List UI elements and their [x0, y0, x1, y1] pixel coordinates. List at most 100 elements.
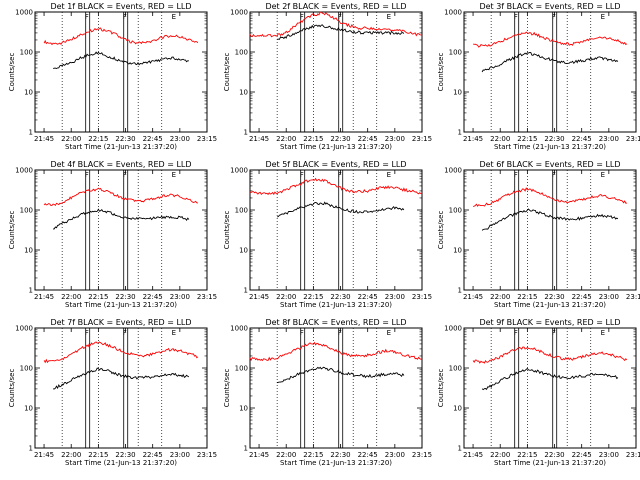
events-series-line — [53, 208, 190, 230]
x-tick-label: 22:30 — [115, 135, 135, 143]
flag-marker-label: F — [514, 171, 518, 179]
y-axis-label: Counts/sec — [437, 211, 445, 250]
panel: Det 9f BLACK = Events, RED = LLD 1 10 100 10… — [437, 318, 640, 467]
y-tick-label: 100 — [20, 365, 33, 373]
x-tick-label: 23:15 — [197, 135, 217, 143]
flag-marker-label: F — [552, 171, 556, 179]
y-tick-label: 1 — [29, 287, 33, 295]
y-axis-label: Counts/sec — [8, 211, 16, 250]
y-tick-label: 1000 — [230, 9, 248, 17]
panel: Det 4f BLACK = Events, RED = LLD 1 10 100 10… — [8, 160, 217, 309]
events-series-line — [277, 366, 405, 384]
flag-marker-label: E — [172, 13, 176, 21]
x-axis-label: Start Time (21-Jun-13 21:37:20) — [65, 459, 177, 467]
flag-marker-label: F — [300, 171, 304, 179]
x-tick-label: 22:15 — [88, 293, 108, 301]
panel-title: Det 4f BLACK = Events, RED = LLD — [50, 160, 191, 169]
plot-frame — [249, 11, 423, 133]
flag-marker-label: F — [552, 329, 556, 337]
x-tick-label: 22:00 — [61, 293, 81, 301]
flag-marker-label: F — [123, 171, 127, 179]
y-tick-label: 1 — [29, 129, 33, 137]
x-tick-label: 22:45 — [143, 135, 163, 143]
x-tick-label: 21:45 — [463, 135, 483, 143]
x-tick-label: 22:45 — [143, 293, 163, 301]
x-tick-label: 23:00 — [385, 451, 405, 459]
y-axis-label: Counts/sec — [437, 53, 445, 92]
x-tick-label: 22:15 — [303, 135, 323, 143]
x-tick-label: 21:45 — [463, 451, 483, 459]
x-tick-label: 21:45 — [34, 451, 54, 459]
y-tick-label: 1000 — [444, 167, 462, 175]
x-axis-label: Start Time (21-Jun-13 21:37:20) — [494, 143, 606, 151]
x-tick-label: 23:00 — [385, 135, 405, 143]
plot-frame — [463, 11, 637, 133]
y-tick-label: 10 — [239, 89, 248, 97]
x-axis-label: Start Time (21-Jun-13 21:37:20) — [280, 301, 392, 309]
panel-title: Det 1f BLACK = Events, RED = LLD — [50, 2, 191, 11]
panel-title: Det 6f BLACK = Events, RED = LLD — [479, 160, 620, 169]
x-tick-label: 22:45 — [358, 293, 378, 301]
flag-marker-label: F — [514, 13, 518, 21]
x-tick-label: 22:15 — [517, 451, 537, 459]
x-tick-label: 21:45 — [34, 293, 54, 301]
y-tick-label: 10 — [24, 89, 33, 97]
x-tick-label: 22:30 — [330, 293, 350, 301]
x-tick-label: 23:00 — [170, 135, 190, 143]
panel-title: Det 8f BLACK = Events, RED = LLD — [265, 318, 406, 327]
x-tick-label: 22:30 — [544, 293, 564, 301]
panel: Det 8f BLACK = Events, RED = LLD 1 10 100 10… — [223, 318, 432, 467]
flag-marker-label: E — [172, 171, 176, 179]
x-tick-label: 23:15 — [197, 293, 217, 301]
panel-title: Det 5f BLACK = Events, RED = LLD — [265, 160, 406, 169]
y-tick-label: 1000 — [230, 325, 248, 333]
y-tick-label: 1000 — [15, 325, 33, 333]
x-tick-label: 23:15 — [412, 293, 432, 301]
y-tick-label: 1 — [458, 445, 462, 453]
flag-marker-label: E — [601, 13, 605, 21]
x-tick-label: 23:00 — [170, 293, 190, 301]
y-tick-label: 100 — [449, 49, 462, 57]
lld-series-line — [43, 187, 198, 206]
x-tick-label: 22:00 — [276, 451, 296, 459]
x-tick-label: 21:45 — [463, 293, 483, 301]
x-tick-label: 23:15 — [412, 135, 432, 143]
panel: Det 5f BLACK = Events, RED = LLD 1 10 100 10… — [223, 160, 432, 309]
x-tick-label: 22:45 — [572, 451, 592, 459]
y-tick-label: 100 — [235, 207, 248, 215]
flag-marker-label: F — [85, 171, 89, 179]
x-tick-label: 23:00 — [599, 451, 619, 459]
x-tick-label: 23:15 — [197, 451, 217, 459]
lld-series-line — [249, 341, 423, 362]
x-tick-label: 22:00 — [276, 135, 296, 143]
panel-title: Det 9f BLACK = Events, RED = LLD — [479, 318, 620, 327]
x-tick-label: 22:30 — [115, 293, 135, 301]
panel: Det 3f BLACK = Events, RED = LLD 1 10 100 10… — [437, 2, 640, 151]
y-tick-label: 1000 — [444, 325, 462, 333]
x-tick-label: 22:45 — [143, 451, 163, 459]
flag-marker-label: F — [300, 329, 304, 337]
x-tick-label: 23:15 — [626, 451, 640, 459]
x-tick-label: 22:15 — [88, 451, 108, 459]
events-series-line — [53, 367, 190, 390]
events-series-line — [481, 52, 619, 73]
y-tick-label: 100 — [449, 365, 462, 373]
y-axis-label: Counts/sec — [8, 53, 16, 92]
y-tick-label: 10 — [239, 247, 248, 255]
y-tick-label: 100 — [235, 49, 248, 57]
x-tick-label: 22:00 — [61, 135, 81, 143]
x-tick-label: 22:30 — [544, 135, 564, 143]
y-tick-label: 1 — [244, 445, 248, 453]
x-tick-label: 22:15 — [303, 293, 323, 301]
x-tick-label: 23:00 — [170, 451, 190, 459]
y-tick-label: 1000 — [230, 167, 248, 175]
events-series-line — [52, 51, 189, 69]
plot-frame — [34, 169, 208, 291]
y-tick-label: 1 — [458, 129, 462, 137]
plot-frame — [249, 169, 423, 291]
y-tick-label: 10 — [24, 247, 33, 255]
panel-title: Det 2f BLACK = Events, RED = LLD — [265, 2, 406, 11]
y-tick-label: 1 — [244, 129, 248, 137]
events-series-line — [277, 24, 405, 40]
y-tick-label: 1 — [244, 287, 248, 295]
